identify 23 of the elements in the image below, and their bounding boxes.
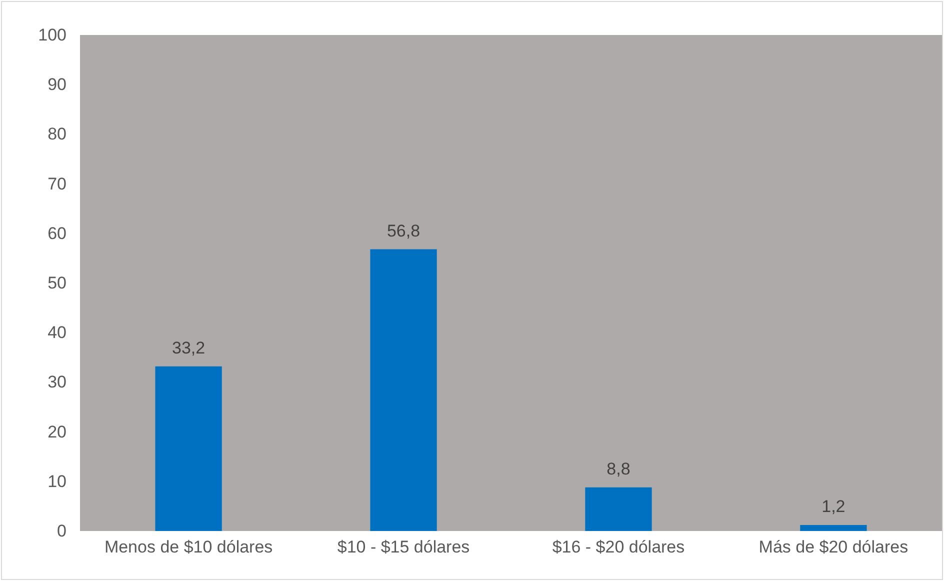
x-tick-label: $16 - $20 dólares: [552, 538, 685, 556]
y-tick-label: 50: [48, 274, 66, 292]
bar: [800, 525, 867, 531]
x-tick-label: Menos de $10 dólares: [104, 538, 273, 556]
data-label: 33,2: [172, 338, 206, 358]
y-tick-label: 70: [48, 174, 66, 194]
x-tick-label: Más de $20 dólares: [758, 538, 908, 556]
data-label: 1,2: [822, 497, 846, 516]
y-tick-label: 20: [48, 422, 66, 442]
bar: [370, 249, 437, 531]
y-tick-label: 60: [48, 224, 66, 243]
data-label: 8,8: [606, 459, 630, 478]
x-tick-label: $10 - $15 dólares: [337, 538, 470, 556]
bar: [155, 366, 222, 531]
y-tick-label: 90: [48, 75, 66, 94]
y-tick-label: 80: [48, 124, 66, 144]
y-tick-label: 10: [48, 472, 66, 491]
y-tick-label: 40: [48, 323, 66, 342]
y-tick-label: 100: [38, 26, 66, 44]
y-tick-label: 30: [48, 372, 66, 392]
y-tick-label: 0: [57, 522, 66, 540]
bar: [585, 487, 652, 531]
data-label: 56,8: [386, 221, 420, 240]
